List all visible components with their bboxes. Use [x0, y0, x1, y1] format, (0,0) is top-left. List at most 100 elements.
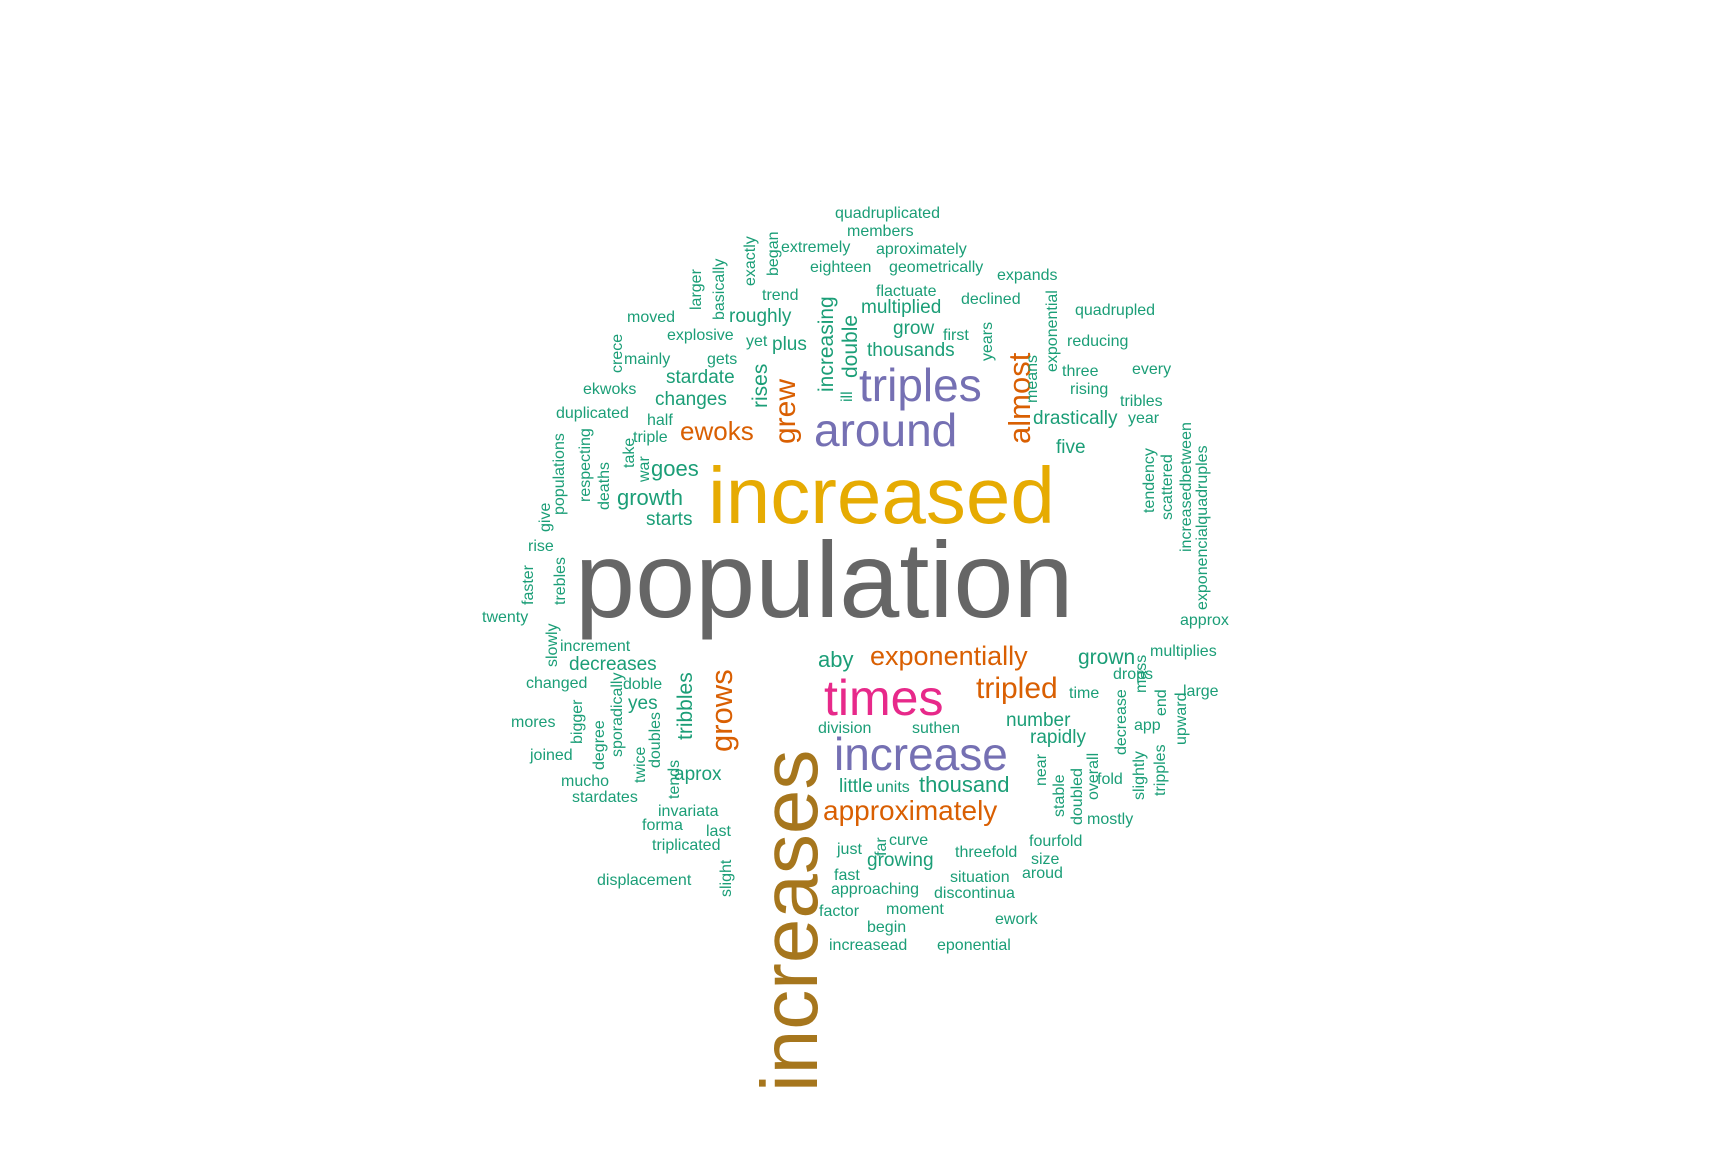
word-invariata: invariata [658, 803, 719, 820]
word-explosive: explosive [667, 327, 734, 344]
word-threefold: threefold [955, 844, 1017, 861]
word-basically: basically [711, 259, 728, 320]
word-quadrupled: quadrupled [1075, 302, 1155, 319]
word-suthen: suthen [912, 720, 960, 737]
word-almost: almost [1002, 352, 1037, 444]
word-moved: moved [627, 309, 675, 326]
word-began: began [765, 232, 782, 277]
word-changed: changed [526, 675, 587, 692]
word-just: just [836, 841, 862, 858]
word-tribles: tribles [1120, 393, 1163, 410]
word-tribbles: tribbles [674, 672, 697, 740]
word-first: first [943, 327, 969, 344]
word-increasing: increasing [815, 296, 838, 392]
word-end: end [1153, 689, 1170, 716]
word-increment: increment [560, 638, 631, 655]
word-increase: increase [834, 728, 1008, 780]
word-rapidly: rapidly [1030, 727, 1086, 748]
word-approaching: approaching [831, 881, 919, 898]
word-sporadically: sporadically [609, 673, 626, 757]
word-doubled: doubled [1069, 768, 1086, 825]
word-mostly: mostly [1087, 811, 1133, 828]
word-eponential: eponential [937, 937, 1011, 954]
word-near: near [1033, 753, 1050, 786]
word-drops: drops [1113, 666, 1153, 683]
word-quadruplicated: quadruplicated [835, 205, 940, 222]
word-means: means [1024, 355, 1041, 403]
word-population: population [575, 519, 1073, 640]
word-approx: approx [1180, 612, 1229, 629]
word-increased: increased [708, 451, 1055, 540]
word-fast: fast [834, 867, 860, 884]
word-far: far [873, 837, 890, 856]
word-triples: triples [859, 359, 982, 411]
word-mainly: mainly [624, 351, 670, 368]
word-large: large [1183, 683, 1219, 700]
word-aproximately: aproximately [876, 241, 967, 258]
word-roughly: roughly [729, 306, 792, 327]
word-joined: joined [529, 747, 573, 764]
word-trend: trend [762, 287, 798, 304]
word-scattered: scattered [1159, 454, 1176, 520]
word-increases: increases [745, 750, 834, 1092]
word-moment: moment [886, 901, 944, 918]
word-fold: fold [1097, 771, 1123, 788]
word-thousands: thousands [867, 340, 955, 361]
word-half: half [647, 412, 673, 429]
word-triplicated: triplicated [652, 837, 720, 854]
word-increasedbetween: increasedbetween [1178, 422, 1195, 552]
word-twice: twice [632, 746, 649, 783]
word-extremely: extremely [781, 239, 850, 256]
word-years: years [979, 322, 996, 361]
word-tripples: tripples [1152, 744, 1169, 796]
word-stable: stable [1051, 774, 1068, 817]
word-reducing: reducing [1067, 333, 1128, 350]
word-bigger: bigger [569, 699, 586, 744]
word-tripled: tripled [976, 672, 1058, 705]
word-factor: factor [819, 903, 860, 920]
word-growth: growth [617, 485, 683, 510]
word-duplicated: duplicated [556, 405, 629, 422]
word-plus: plus [772, 334, 807, 355]
word-multiplied: multiplied [861, 297, 941, 318]
word-overall: overall [1085, 753, 1102, 800]
word-slightly: slightly [1131, 751, 1148, 800]
word-aby: aby [818, 647, 853, 672]
word-doubles: doubles [647, 712, 664, 768]
word-decrease: decrease [1113, 689, 1130, 755]
word-every: every [1132, 361, 1171, 378]
word-geometrically: geometrically [889, 259, 983, 276]
word-declined: declined [961, 291, 1021, 308]
word-app: app [1134, 717, 1161, 734]
word-slight: slight [718, 859, 735, 897]
word-deaths: deaths [596, 462, 613, 510]
word-larger: larger [688, 268, 705, 310]
word-twenty: twenty [482, 609, 528, 626]
word-changes: changes [655, 389, 727, 410]
word-members: members [847, 223, 914, 240]
word-ill: ill [839, 391, 856, 402]
word-exponential: exponential [1044, 290, 1061, 372]
word-grow: grow [893, 318, 934, 339]
word-units: units [876, 779, 910, 796]
word-rises: rises [749, 364, 772, 408]
word-eighteen: eighteen [810, 259, 871, 276]
word-aprox: aprox [674, 764, 722, 785]
word-rising: rising [1070, 381, 1108, 398]
word-ewoks: ewoks [680, 416, 754, 446]
word-trebles: trebles [552, 557, 569, 605]
word-decreases: decreases [569, 654, 657, 675]
word-grew: grew [769, 379, 802, 444]
word-expands: expands [997, 267, 1058, 284]
word-give: give [537, 503, 554, 532]
word-mass: mass [1133, 655, 1150, 693]
word-upward: upward [1173, 693, 1190, 745]
word-degree: degree [591, 720, 608, 770]
word-drastically: drastically [1033, 408, 1118, 429]
word-year: year [1128, 410, 1160, 427]
word-mucho: mucho [561, 773, 609, 790]
word-time: time [1069, 685, 1099, 702]
word-ekwoks: ekwoks [583, 381, 636, 398]
word-five: five [1056, 437, 1086, 458]
word-last: last [706, 823, 731, 840]
